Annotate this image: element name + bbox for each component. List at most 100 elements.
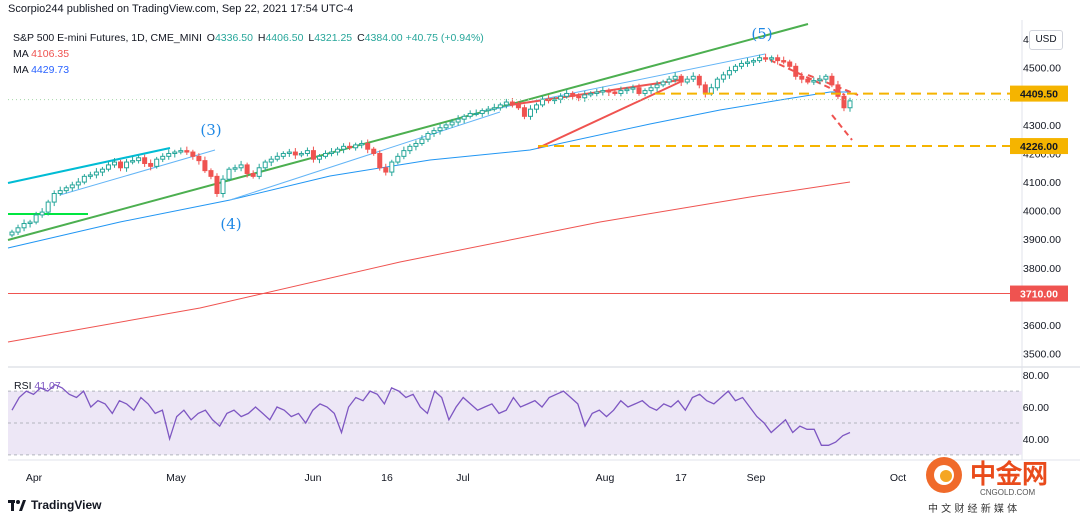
candle [570,91,576,100]
candle-body [461,115,467,120]
candle [527,105,533,120]
candle-body [642,90,648,94]
candle [811,77,817,85]
candle [118,159,124,172]
candle-body [118,161,124,169]
candle-body [280,152,286,157]
candle [9,229,15,238]
candle [455,115,461,126]
level-label-bg [1010,85,1068,102]
watermark-en: CNGOLD.COM [980,488,1035,497]
candle-body [564,92,570,97]
candle-body [582,94,588,99]
candle [534,102,540,114]
candle [413,140,419,151]
candle [304,147,310,157]
level-label-bg [1010,285,1068,302]
rsi-line [11,383,851,446]
candle-body [184,150,190,153]
candle-body [455,118,461,123]
x-tick-label: Apr [26,472,43,484]
candle-body [329,151,335,154]
candle-body [515,102,521,109]
candle [63,185,69,194]
candle-body [781,60,787,63]
candle [208,168,214,180]
candle [612,88,618,96]
candle [642,88,648,97]
candle [606,88,612,97]
ohlc-change: +40.75 (+0.94%) [405,32,484,44]
candle-body [407,145,413,152]
candle-body [479,110,485,114]
candle [395,153,401,165]
candle [425,131,431,143]
candle [847,97,853,112]
y-tick-label: 4100.00 [1023,177,1061,189]
candle [751,58,757,67]
candle [335,146,341,156]
candle-body [720,74,726,80]
candle-body [136,157,142,162]
candle-body [322,152,328,157]
candle [214,173,220,197]
symbol-legend: S&P 500 E-mini Futures, 1D, CME_MINI O43… [13,32,484,44]
candle-body [763,57,769,60]
candle [166,149,172,160]
level-label-bg [1010,138,1068,155]
symbol-title: S&P 500 E-mini Futures, 1D, CME_MINI [13,32,202,44]
candle-body [166,152,172,157]
candle-body [775,57,781,62]
candle-body [503,101,509,106]
candle-body [238,164,244,169]
candle-body [527,108,533,117]
candle-body [696,75,702,86]
candle [81,174,87,185]
level-label: 3710.00 [1020,289,1058,301]
candle [702,81,708,98]
candle-body [594,91,600,94]
candle-body [521,107,527,117]
candle-body [310,150,316,160]
currency-button[interactable]: USD [1029,30,1063,50]
rsi-tick-label: 60.00 [1023,402,1049,414]
candle-body [383,167,389,173]
candle [745,58,751,67]
candle-body [419,138,425,144]
candle-body [196,155,202,162]
candle [142,154,148,167]
candle [238,160,244,172]
candle-body [208,170,214,177]
candle-body [365,142,371,150]
candle [781,56,787,65]
candle [576,93,582,102]
candle-body [648,87,654,92]
candle-body [618,90,624,94]
candle-body [377,152,383,169]
y-tick-label: 4500.00 [1023,63,1061,75]
candle-body [425,132,431,140]
candle-body [232,167,238,170]
candle [160,153,166,163]
candle [769,55,775,63]
candle [461,114,467,124]
candle-body [87,174,93,177]
trendline-thin [229,111,501,201]
candle [347,142,353,151]
candle-body [172,151,178,154]
candle-body [835,84,841,97]
candle [835,80,841,100]
candle [111,158,117,168]
candle [624,86,630,95]
candle [341,143,347,154]
candle-body [256,167,262,177]
candle-body [226,168,232,180]
level-label: 4409.50 [1020,89,1058,101]
candle-body [250,172,256,177]
y-tick-label: 3800.00 [1023,263,1061,275]
candle [738,60,744,70]
candle-body [841,95,847,109]
candle [690,72,696,83]
candle-body [244,164,250,174]
candle-body [757,57,763,62]
